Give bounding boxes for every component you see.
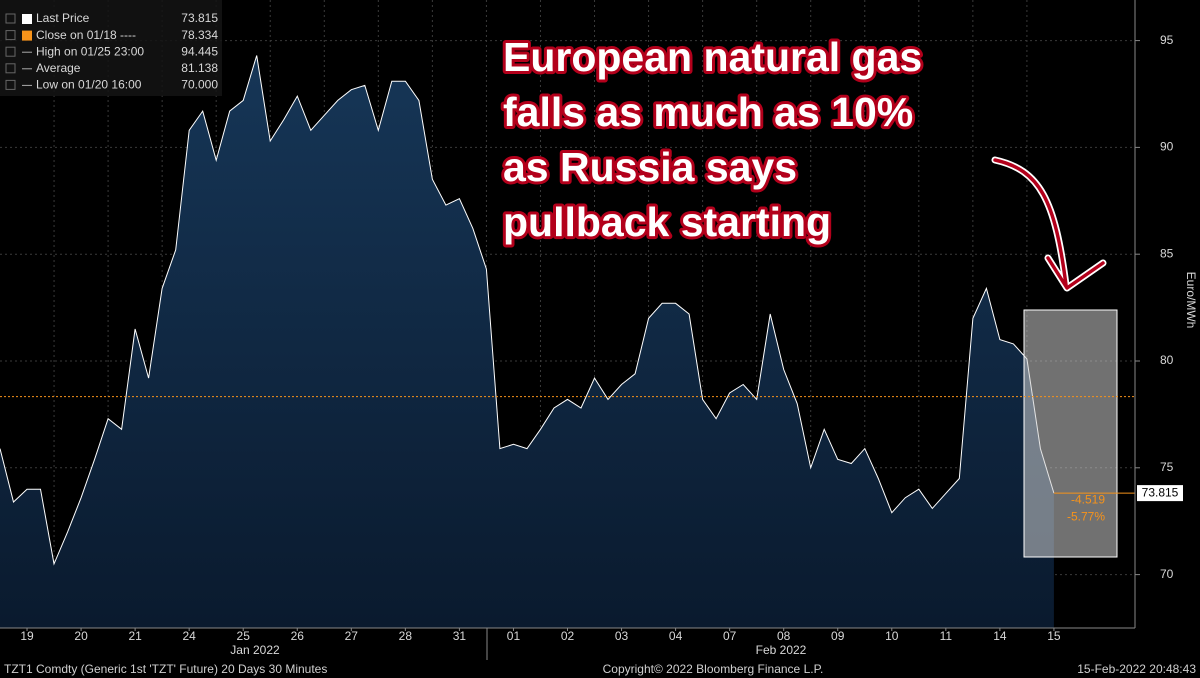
y-tick-label: 80 [1160, 353, 1174, 367]
legend-value: 81.138 [181, 61, 218, 75]
annotation-line: pullback starting [503, 199, 831, 245]
annotation-line: as Russia says [503, 144, 797, 190]
legend-name: Low on 01/20 16:00 [36, 78, 142, 92]
line [0, 55, 1055, 566]
x-tick-label: 31 [453, 629, 467, 643]
x-tick-label: 10 [885, 629, 899, 643]
annotation-line: European natural gas [503, 34, 922, 80]
footer-left: TZT1 Comdty (Generic 1st 'TZT' Future) 2… [4, 662, 327, 676]
x-tick-label: 24 [182, 629, 196, 643]
x-tick-label: 14 [993, 629, 1007, 643]
footer-right: 15-Feb-2022 20:48:43 [1077, 662, 1196, 676]
x-tick-label: 07 [723, 629, 737, 643]
month-label: Feb 2022 [756, 643, 807, 657]
last-price-label: 73.815 [1142, 485, 1179, 499]
x-tick-label: 09 [831, 629, 845, 643]
overlay: 73.815 -4.519 -5.77% [0, 396, 1183, 523]
arrow [991, 156, 1107, 292]
footer-bar [0, 662, 1200, 678]
legend-name: Average [36, 61, 81, 75]
last-price-box [1137, 485, 1183, 502]
footer-center: Copyright© 2022 Bloomberg Finance L.P. [603, 662, 824, 676]
change-percent-label: -5.77% [1067, 509, 1105, 523]
x-tick-label: 11 [940, 629, 953, 643]
legend-checkbox [5, 79, 16, 90]
arrow-line [993, 158, 1105, 290]
y-tick-label: 70 [1160, 567, 1174, 581]
change-label: -4.519 [1071, 492, 1105, 506]
x-tick-label: 04 [669, 629, 683, 643]
y-tick-label: 75 [1160, 460, 1174, 474]
legend-value: 70.000 [181, 78, 218, 92]
y-tick-label: 95 [1160, 33, 1174, 47]
legend: Last Price 73.815 Close on 01/18 ---- 78.33… [0, 0, 222, 96]
x-tick-label: 02 [561, 629, 575, 643]
legend-value: 78.334 [181, 28, 218, 42]
y-tick-label: 90 [1160, 140, 1174, 154]
legend-swatch [22, 14, 32, 24]
legend-box [0, 0, 222, 96]
legend-checkbox [5, 13, 16, 24]
legend-swatch [22, 30, 32, 41]
x-tick-label: 20 [74, 629, 88, 643]
legend-value: 94.445 [181, 44, 218, 58]
x-tick-label: 26 [291, 629, 305, 643]
legend-checkbox [5, 30, 16, 41]
legend-name: Close on 01/18 ---- [36, 28, 136, 42]
x-tick-label: 25 [237, 629, 251, 643]
x-tick-label: 19 [20, 629, 34, 643]
y-tick-label: 85 [1160, 246, 1174, 260]
legend-checkbox [5, 46, 16, 57]
x-tick-label: 03 [615, 629, 629, 643]
y-axis-label: Euro/MWh [1184, 272, 1198, 329]
highlight-box [1023, 309, 1118, 558]
x-tick-label: 21 [128, 629, 142, 643]
x-tick-label: 01 [507, 629, 521, 643]
x-tick-label: 27 [345, 629, 359, 643]
x-tick-label: 28 [399, 629, 413, 643]
area [0, 55, 1054, 628]
annotation: European natural gas falls as much as 10… [500, 31, 925, 248]
legend-checkbox [5, 63, 16, 74]
month-label: Jan 2022 [230, 643, 280, 657]
x-tick-label: 15 [1047, 629, 1061, 643]
annotation-line: falls as much as 10% [503, 89, 913, 135]
legend-name: High on 01/25 23:00 [36, 44, 144, 58]
legend-value: 73.815 [181, 11, 218, 25]
plot [0, 55, 1055, 628]
x-tick-label: 08 [777, 629, 791, 643]
legend-name: Last Price [36, 11, 90, 25]
